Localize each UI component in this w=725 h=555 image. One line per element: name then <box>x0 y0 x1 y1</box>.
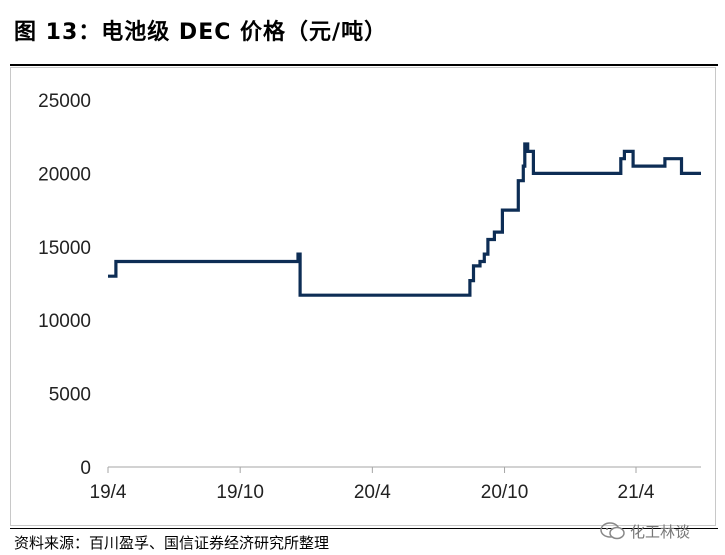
line-chart: 0 5000 10000 15000 20000 25000 19/4 19/10 20/4 2… <box>38 91 702 503</box>
series-layer <box>107 142 702 297</box>
x-axis-labels: 19/4 19/10 20/4 20/10 21/4 <box>90 482 655 503</box>
x-tick-label: 19/4 <box>90 482 127 503</box>
x-tick-label: 20/10 <box>481 482 529 503</box>
y-tick-label: 25000 <box>38 91 91 112</box>
title-rule <box>10 64 718 66</box>
x-axis <box>107 466 701 473</box>
y-axis-labels: 0 5000 10000 15000 20000 25000 <box>38 91 91 479</box>
price-series-line <box>108 142 701 297</box>
source-rule <box>10 528 718 529</box>
y-tick-label: 5000 <box>49 385 91 406</box>
y-tick-label: 10000 <box>38 311 91 332</box>
chat-bubble-icon <box>600 522 625 540</box>
source-note: 资料来源：百川盈孚、国信证券经济研究所整理 <box>14 534 330 552</box>
chart-title: 图 13：电池级 DEC 价格（元/吨） <box>14 20 388 45</box>
y-tick-label: 20000 <box>38 164 91 185</box>
watermark: 化工林谈 <box>600 517 716 547</box>
x-tick-label: 19/10 <box>216 482 264 503</box>
x-tick-label: 20/4 <box>354 482 391 503</box>
watermark-text: 化工林谈 <box>630 523 691 541</box>
x-tick-label: 21/4 <box>618 482 655 503</box>
y-tick-label: 0 <box>80 458 91 479</box>
chart-frame: 0 5000 10000 15000 20000 25000 19/4 19/10 20/4 2… <box>10 67 716 526</box>
y-tick-label: 15000 <box>38 238 91 259</box>
